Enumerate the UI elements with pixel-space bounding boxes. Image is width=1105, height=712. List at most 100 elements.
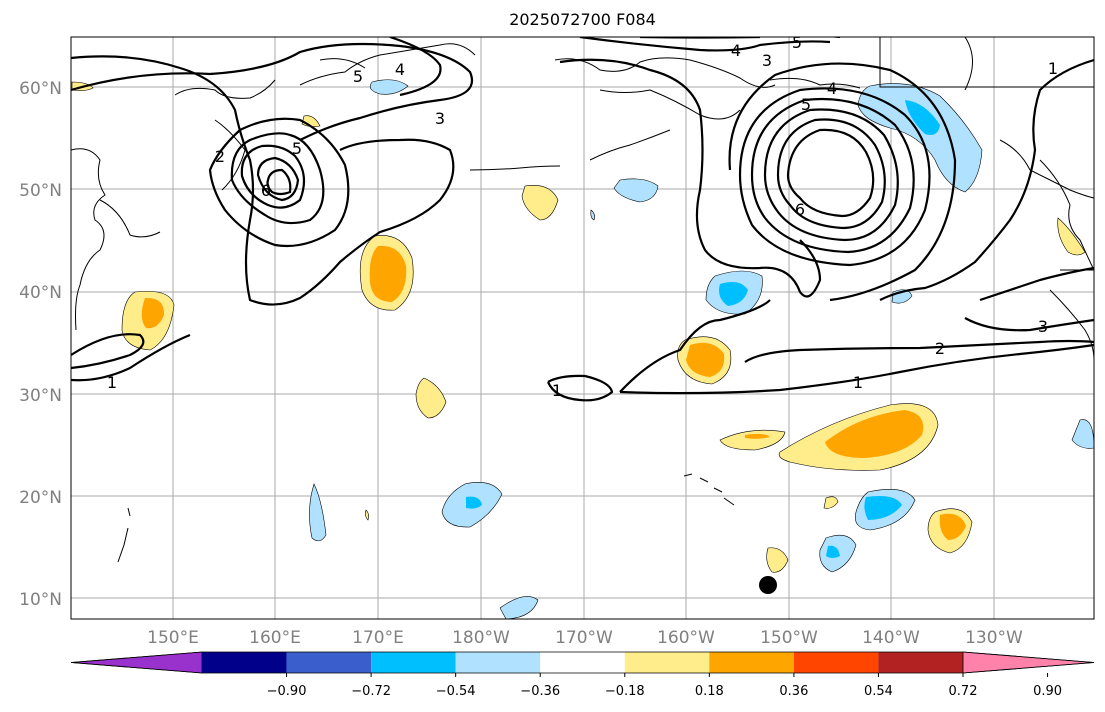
contour-line [546, 374, 614, 402]
lon-label: 150°E [147, 628, 199, 648]
location-marker [759, 576, 777, 594]
colorbar-tick-label: 0.18 [695, 684, 724, 699]
coastlines [71, 37, 1094, 563]
shading-negative-core [466, 496, 482, 509]
colorbar-outline [70, 651, 1095, 674]
contour-line [619, 343, 1094, 395]
shading-negative-core [719, 282, 748, 306]
lon-label: 160°E [249, 628, 301, 648]
colorbar-segment [793, 652, 879, 673]
contour-label: 1 [1048, 59, 1058, 78]
lon-label: 170°E [352, 628, 404, 648]
contour-line [720, 37, 840, 39]
contour-labels: 1 1 1 1 2 2 3 3 3 4 4 4 5 5 5 5 6 6 [107, 33, 1058, 400]
contour-line [71, 42, 473, 141]
colorbar-tick-label: 0.72 [949, 684, 978, 699]
shading-negative-patch [613, 178, 659, 203]
contour-line [744, 339, 1094, 363]
colorbar-tick-label: 0.90 [1033, 684, 1062, 699]
colorbar-extend-low [70, 651, 203, 674]
contour-line [763, 108, 899, 242]
shading-positive-patch [823, 496, 839, 509]
contour-line [879, 58, 1094, 301]
contour-label: 1 [107, 373, 117, 392]
colorbar-tick-label: 0.36 [779, 684, 808, 699]
map-title: 2025072700 F084 [509, 10, 656, 29]
colorbar-segment [202, 652, 287, 673]
colorbar-tick-label: −0.72 [351, 684, 391, 699]
contour-label: 2 [935, 339, 945, 358]
lon-label: 170°W [555, 628, 613, 648]
contour-label: 6 [795, 200, 805, 219]
shading-patches [71, 79, 1094, 619]
contour-label: 6 [261, 181, 271, 200]
contour-label: 4 [395, 60, 405, 79]
colorbar-segment [540, 652, 625, 673]
colorbar [70, 651, 1095, 674]
contour-line [266, 168, 292, 196]
shading-positive-core [141, 297, 165, 329]
contour-label: 4 [827, 79, 837, 98]
shading-negative-patch [499, 596, 539, 619]
colorbar-tick-label: −0.54 [436, 684, 476, 699]
shading-positive-patch [1057, 217, 1086, 256]
shading-negative-patch [590, 209, 595, 221]
shading-negative-core [864, 496, 902, 520]
lon-label: 140°W [862, 628, 920, 648]
contour-line [579, 37, 831, 52]
contour-lines [71, 37, 1094, 402]
colorbar-tick-label: −0.90 [267, 684, 307, 699]
latitude-labels: 60°N 50°N 40°N 30°N 20°N 10°N [19, 79, 62, 610]
colorbar-ticks: −0.90 −0.72 −0.54 −0.36 −0.18 0.18 0.36 0.54 0.7… [267, 673, 1062, 699]
contour-label: 5 [792, 33, 802, 52]
contour-line [979, 266, 1094, 302]
colorbar-tick-label: −0.36 [520, 684, 560, 699]
lat-label: 30°N [19, 386, 62, 406]
contour-line [389, 37, 442, 97]
contour-line [71, 333, 191, 382]
colorbar-segment [371, 652, 456, 673]
shading-negative-patch [369, 79, 409, 95]
lat-label: 20°N [19, 488, 62, 508]
longitude-labels: 150°E 160°E 170°E 180°W 170°W 160°W 150°… [147, 628, 1023, 648]
contour-line [208, 117, 350, 248]
contour-line [786, 128, 875, 218]
contour-label: 3 [435, 109, 445, 128]
shading-positive-patch [365, 509, 369, 521]
colorbar-segment [709, 652, 794, 673]
shading-negative-patch [309, 483, 327, 542]
shading-positive-core [686, 342, 725, 377]
colorbar-segment [286, 652, 372, 673]
lon-label: 150°W [760, 628, 818, 648]
contour-label: 5 [353, 67, 363, 86]
contour-line [256, 156, 300, 202]
lat-label: 10°N [19, 590, 62, 610]
colorbar-segment [624, 652, 710, 673]
contour-label: 5 [292, 139, 302, 158]
contour-label: 5 [801, 95, 811, 114]
colorbar-tick-label: −0.18 [605, 684, 645, 699]
contour-line [728, 62, 957, 302]
shading-positive-core [939, 513, 966, 540]
contour-line [240, 144, 306, 209]
colorbar-extend-high [962, 651, 1095, 674]
contour-label: 3 [1038, 317, 1048, 336]
contour-line [964, 317, 1094, 332]
lon-label: 160°W [657, 628, 715, 648]
contour-line [71, 333, 145, 370]
shading-positive-patch [719, 429, 786, 451]
shading-negative-core [905, 100, 940, 135]
shading-positive-core [825, 410, 924, 458]
contour-label: 4 [731, 41, 741, 60]
shading-negative-patch [857, 83, 983, 193]
colorbar-tick-label: 0.54 [864, 684, 893, 699]
shading-positive-core [369, 245, 407, 302]
lon-label: 180°W [452, 628, 510, 648]
lat-label: 60°N [19, 79, 62, 99]
lat-label: 40°N [19, 283, 62, 303]
contour-line [776, 118, 886, 230]
contour-line [230, 132, 325, 225]
contour-label: 2 [215, 147, 225, 166]
contour-line [71, 55, 455, 306]
